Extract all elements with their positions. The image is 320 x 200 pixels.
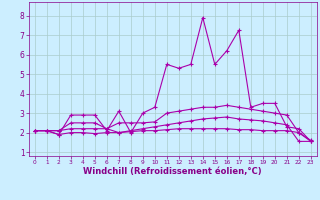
X-axis label: Windchill (Refroidissement éolien,°C): Windchill (Refroidissement éolien,°C) bbox=[84, 167, 262, 176]
